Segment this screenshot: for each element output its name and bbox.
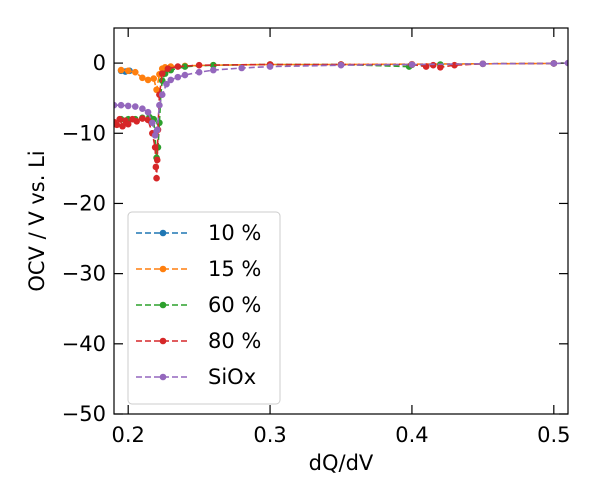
data-point-60 (181, 63, 189, 70)
data-point-siox (167, 76, 175, 84)
data-point-siox (124, 102, 132, 110)
x-tick-label: 0.5 (537, 423, 570, 447)
data-point-siox (550, 60, 558, 67)
data-point-80 (133, 118, 140, 125)
data-point-15 (144, 76, 152, 84)
x-tick-label: 0.2 (111, 423, 144, 447)
y-tick-label: −20 (62, 191, 106, 215)
legend-box (127, 211, 281, 405)
legend-swatch-marker (159, 373, 167, 381)
data-point-80 (158, 70, 166, 77)
x-axis-label: dQ/dV (309, 451, 374, 475)
series-line-60 (121, 62, 554, 158)
data-point-80 (451, 61, 458, 69)
data-point-siox (564, 59, 568, 67)
data-point-siox (408, 61, 416, 68)
data-point-siox (156, 101, 163, 109)
legend-label: SiOx (208, 365, 256, 389)
x-tick-label: 0.4 (395, 423, 428, 447)
data-point-siox (163, 80, 170, 88)
data-point-siox (195, 68, 203, 76)
data-point-siox (337, 61, 345, 69)
data-point-15 (131, 68, 139, 76)
legend-swatch-marker (159, 301, 167, 309)
data-point-siox (114, 101, 118, 109)
data-point-80 (119, 122, 126, 130)
data-point-siox (210, 66, 217, 74)
data-point-siox (153, 126, 161, 134)
data-point-15 (150, 75, 158, 82)
data-point-80 (124, 120, 132, 128)
data-point-15 (139, 74, 146, 82)
data-point-80 (429, 61, 437, 69)
data-point-80 (437, 64, 444, 71)
data-point-80 (153, 156, 161, 164)
plot-frame (113, 27, 569, 415)
data-point-siox (266, 63, 274, 70)
y-tick-label: −50 (62, 402, 106, 426)
legend-label: 60 % (208, 293, 261, 317)
data-point-siox (174, 73, 182, 81)
legend-swatch-marker (159, 337, 167, 345)
data-point-siox (151, 132, 159, 139)
data-point-siox (158, 91, 166, 98)
data-point-80 (116, 115, 123, 123)
legend-swatch-marker (159, 265, 167, 273)
legend-swatch-marker (159, 229, 167, 237)
data-point-siox (479, 60, 487, 68)
data-point-80 (139, 115, 146, 122)
data-point-80 (174, 63, 182, 70)
data-point-siox (238, 64, 245, 72)
legend-label: 15 % (208, 257, 261, 281)
y-tick-label: −40 (62, 332, 106, 356)
data-point-15 (117, 66, 125, 74)
data-point-80 (114, 121, 121, 129)
series-line-80 (114, 62, 554, 179)
data-point-siox (117, 101, 125, 109)
data-point-siox (149, 119, 156, 127)
y-tick-label: 0 (93, 51, 106, 75)
x-tick-label: 0.3 (253, 423, 286, 447)
legend: 10 % 15 % 60 % 80 % SiOx (127, 211, 281, 405)
data-point-80 (195, 61, 203, 69)
y-tick-label: −30 (62, 262, 106, 286)
data-point-80 (151, 144, 159, 151)
data-point-siox (144, 108, 152, 116)
data-point-siox (139, 105, 146, 113)
axis-ticks: 0.2 0.3 0.4 0.5 0 −10 −20 −30 −40 −50 (62, 28, 571, 447)
series-layer (114, 59, 568, 182)
data-point-15 (153, 86, 160, 94)
legend-label: 10 % (208, 221, 261, 245)
data-point-80 (152, 163, 160, 171)
data-point-60 (210, 61, 217, 69)
data-point-80 (164, 65, 172, 73)
data-point-siox (181, 71, 189, 79)
legend-label: 80 % (208, 329, 261, 353)
data-point-15 (124, 67, 132, 75)
data-point-80 (153, 174, 160, 182)
y-tick-label: −10 (62, 121, 106, 145)
y-axis-label: OCV / V vs. Li (25, 150, 49, 291)
data-point-siox (131, 103, 139, 110)
